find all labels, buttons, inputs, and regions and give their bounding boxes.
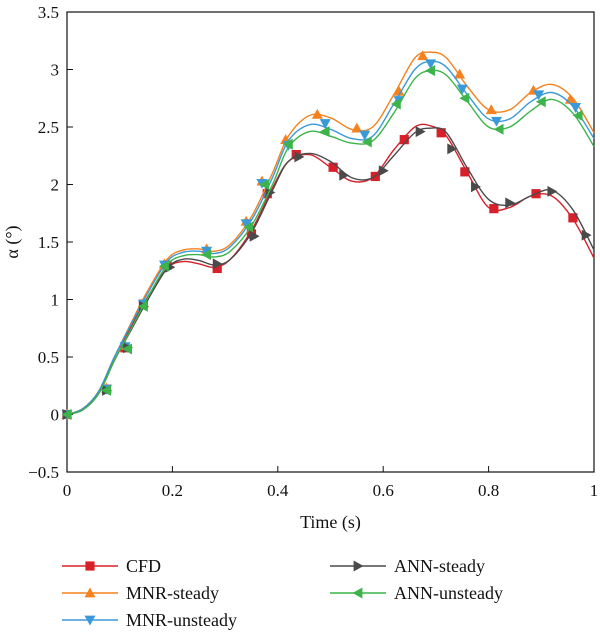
- legend-item-mnr-steady: MNR-steady: [62, 583, 219, 603]
- data-point-ann-unsteady: [137, 300, 148, 312]
- x-tick-label: 0: [63, 481, 72, 500]
- data-point-ann-unsteady: [535, 96, 546, 108]
- data-point-ann-steady: [471, 181, 481, 193]
- data-point-cfd: [568, 213, 578, 223]
- data-point-mnr-unsteady: [456, 84, 468, 95]
- data-point-ann-unsteady: [159, 260, 169, 272]
- y-tick-label: 0: [51, 406, 60, 425]
- series-cfd: [62, 123, 595, 420]
- legend-label: MNR-steady: [126, 583, 219, 603]
- data-point-ann-unsteady: [493, 123, 504, 135]
- y-axis-title: α (°): [2, 225, 23, 258]
- data-point-cfd: [460, 167, 470, 177]
- data-point-ann-steady: [415, 126, 426, 138]
- data-point-mnr-steady: [311, 108, 323, 119]
- legend-item-ann-unsteady: ANN-unsteady: [330, 583, 503, 603]
- legend-item-mnr-unsteady: MNR-unsteady: [62, 610, 237, 630]
- data-point-mnr-unsteady: [240, 219, 252, 230]
- legend-label: ANN-steady: [394, 556, 485, 576]
- legend-label: CFD: [126, 556, 161, 576]
- y-tick-label: 1: [51, 291, 60, 310]
- data-point-ann-unsteady: [243, 221, 254, 233]
- x-tick-label: 0.2: [162, 481, 183, 500]
- data-point-mnr-unsteady: [319, 119, 331, 130]
- data-point-ann-unsteady: [361, 136, 372, 148]
- data-point-ann-unsteady: [101, 384, 111, 396]
- y-tick-label: 3: [51, 61, 60, 80]
- x-axis-title: Time (s): [300, 512, 361, 533]
- legend: CFD ANN-steady MNR-steady ANN-unsteady MNR-u…: [62, 556, 503, 630]
- data-point-mnr-steady: [393, 85, 405, 96]
- data-point-ann-unsteady: [282, 138, 293, 150]
- legend-marker: [84, 587, 96, 598]
- axes: [66, 11, 595, 473]
- series-line-ann-unsteady: [66, 69, 595, 416]
- data-point-ann-steady: [212, 258, 223, 270]
- series-line-mnr-unsteady: [66, 60, 595, 416]
- legend-marker: [352, 587, 363, 599]
- series-ann-steady: [62, 126, 595, 420]
- data-point-ann-steady: [505, 197, 516, 209]
- data-point-mnr-steady: [485, 104, 497, 115]
- data-point-mnr-steady: [417, 50, 429, 61]
- data-point-cfd: [489, 204, 499, 214]
- series-line-mnr-steady: [66, 51, 595, 416]
- data-point-cfd: [399, 135, 409, 145]
- data-point-ann-unsteady: [572, 110, 583, 121]
- series-ann-unsteady: [61, 65, 595, 420]
- y-tick-label: 1.5: [38, 233, 59, 252]
- data-point-cfd: [436, 128, 446, 138]
- data-point-ann-steady: [378, 165, 389, 177]
- data-point-ann-unsteady: [459, 92, 470, 104]
- data-point-mnr-unsteady: [359, 130, 371, 141]
- x-tick-label: 1: [590, 481, 599, 500]
- series-group: [61, 50, 595, 420]
- ticks: 0 0.2 0.4 0.6 0.8 1−0.500.511.522.533.5: [28, 3, 598, 500]
- legend-item-cfd: CFD: [62, 556, 161, 576]
- plot-frame: [66, 11, 595, 473]
- data-point-ann-unsteady: [61, 409, 72, 420]
- legend-label: MNR-unsteady: [126, 610, 237, 630]
- data-point-ann-steady: [581, 229, 592, 241]
- series-mnr-steady: [61, 50, 595, 419]
- series-mnr-unsteady: [61, 59, 595, 420]
- data-point-ann-unsteady: [201, 249, 212, 261]
- data-point-ann-steady: [249, 230, 260, 242]
- legend-item-ann-steady: ANN-steady: [330, 556, 485, 576]
- x-tick-label: 0.8: [478, 481, 499, 500]
- data-point-ann-unsteady: [122, 343, 132, 355]
- data-point-ann-unsteady: [259, 179, 270, 190]
- data-point-mnr-steady: [454, 68, 466, 79]
- data-point-mnr-unsteady: [425, 59, 437, 70]
- data-point-ann-steady: [294, 151, 305, 163]
- data-point-ann-steady: [547, 185, 558, 197]
- data-point-mnr-unsteady: [570, 103, 582, 113]
- data-point-mnr-unsteady: [491, 116, 502, 127]
- data-point-ann-unsteady: [425, 65, 436, 77]
- x-tick-label: 0.4: [267, 481, 289, 500]
- y-tick-label: −0.5: [28, 463, 59, 482]
- series-line-ann-steady: [66, 127, 595, 416]
- data-point-ann-unsteady: [319, 126, 330, 138]
- y-tick-label: 3.5: [38, 3, 59, 22]
- legend-marker: [85, 561, 95, 571]
- data-point-cfd: [212, 263, 222, 274]
- y-tick-label: 0.5: [38, 348, 59, 367]
- data-point-mnr-steady: [351, 122, 363, 133]
- data-point-ann-steady: [339, 169, 350, 181]
- data-point-cfd: [328, 162, 338, 172]
- legend-marker: [353, 560, 364, 572]
- data-point-ann-unsteady: [390, 98, 401, 110]
- y-tick-label: 2: [51, 176, 60, 195]
- legend-marker: [84, 615, 96, 626]
- y-tick-label: 2.5: [38, 118, 59, 137]
- data-point-ann-steady: [447, 143, 458, 155]
- legend-label: ANN-unsteady: [394, 583, 503, 603]
- data-point-mnr-unsteady: [533, 90, 545, 101]
- x-tick-label: 0.6: [373, 481, 394, 500]
